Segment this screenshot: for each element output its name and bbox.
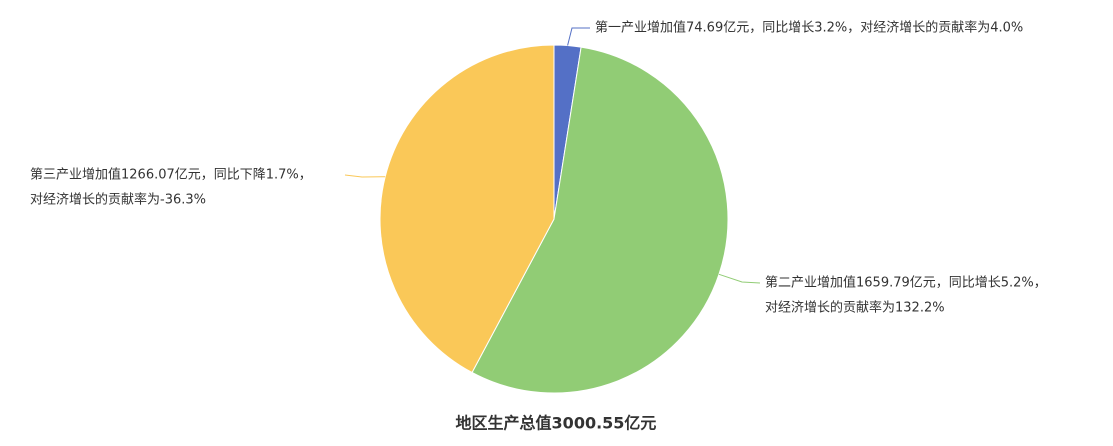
data-label: 对经济增长的贡献率为-36.3% [30, 192, 206, 208]
data-label: 第二产业增加值1659.79亿元，同比增长5.2%， [765, 275, 1047, 291]
data-label: 第一产业增加值74.69亿元，同比增长3.2%，对经济增长的贡献率为4.0% [595, 20, 1023, 36]
label-line [567, 27, 590, 46]
label-line [344, 174, 386, 178]
label-line [718, 273, 761, 284]
pie-slice [471, 46, 729, 394]
chart-title: 地区生产总值3000.55亿元 [456, 414, 657, 433]
data-label: 第三产业增加值1266.07亿元，同比下降1.7%， [30, 167, 312, 183]
data-label: 对经济增长的贡献率为132.2% [765, 300, 945, 316]
